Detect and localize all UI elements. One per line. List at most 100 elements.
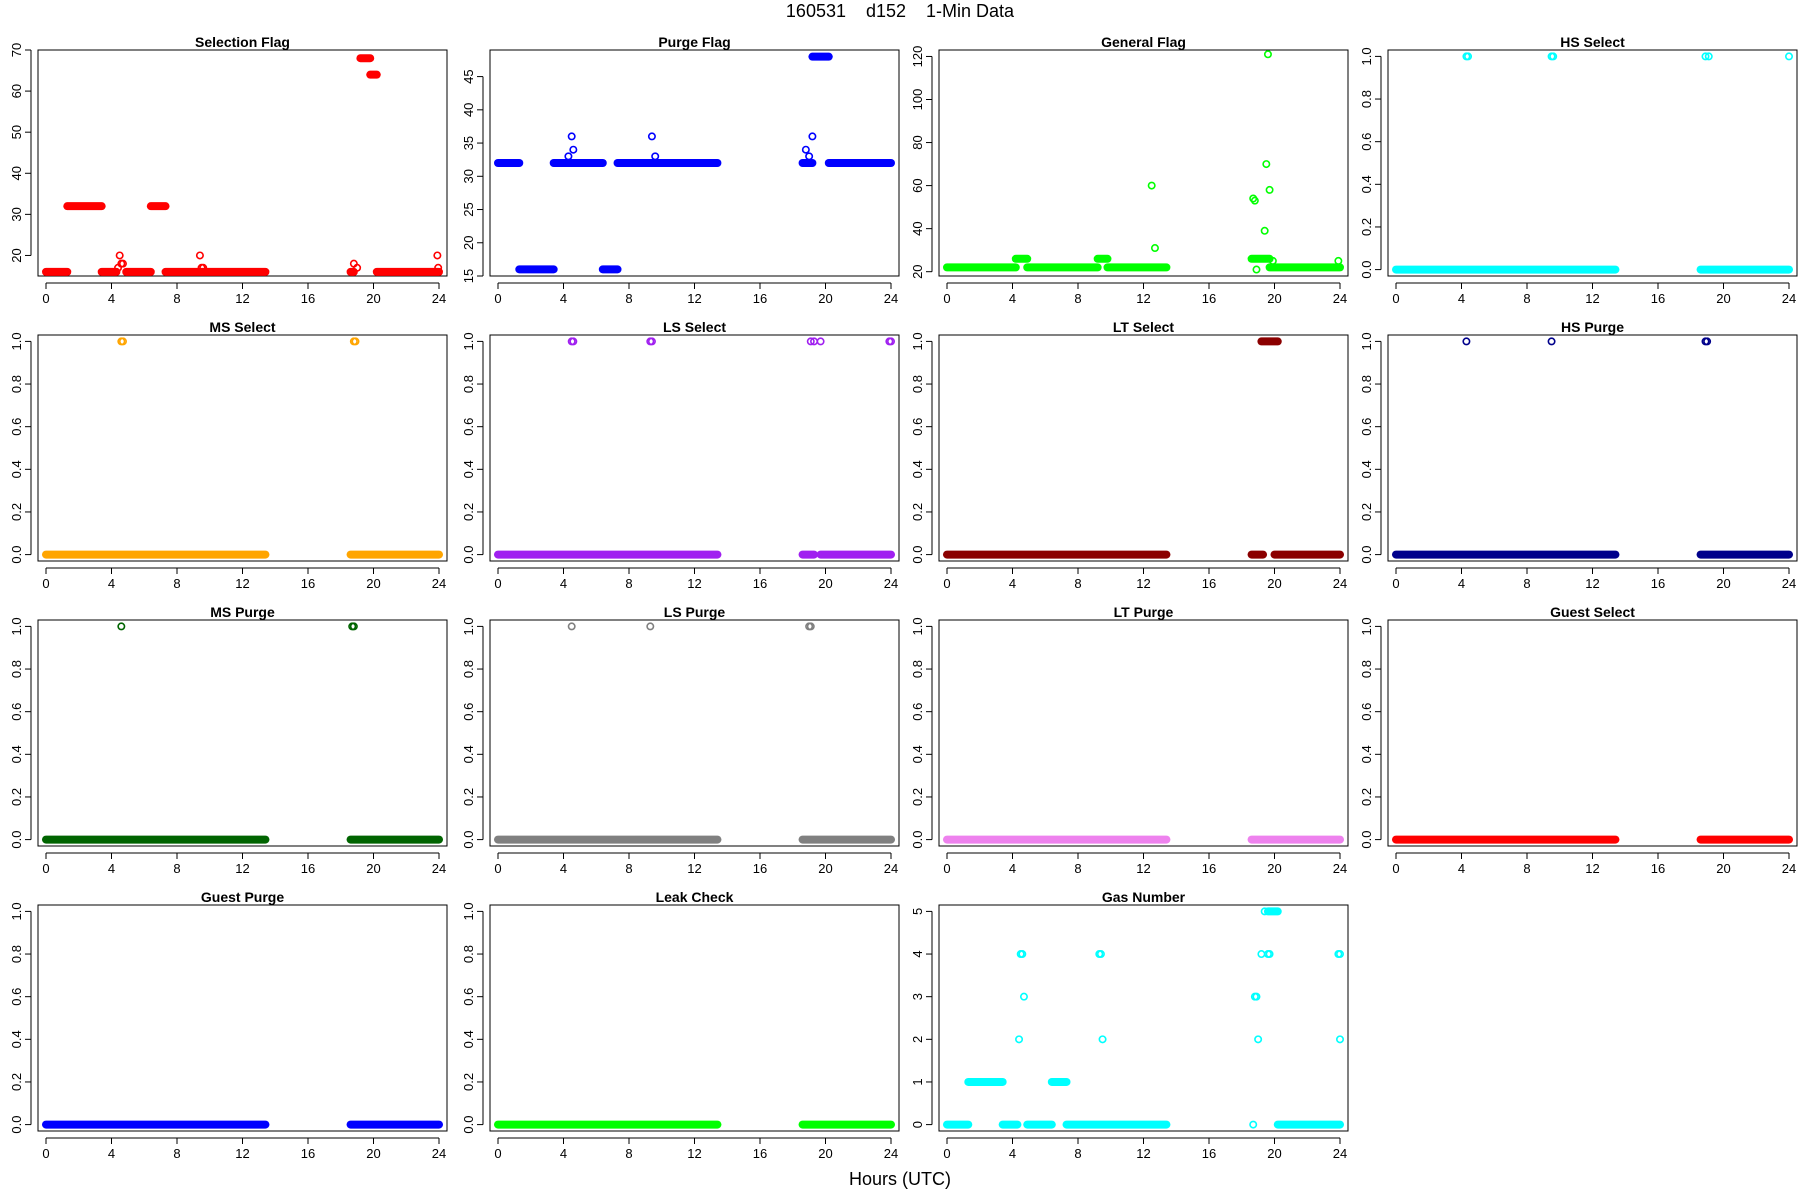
- panel-ms-select: MS Select 0 4 8 12 16 20 24 0.0 0.2 0.4 0.6 0.8 1.0: [9, 319, 448, 591]
- panel-title: Purge Flag: [658, 34, 730, 50]
- x-tick-label: 20: [1267, 861, 1281, 876]
- x-tick-label: 24: [1333, 576, 1347, 591]
- y-tick-label: 60: [9, 84, 24, 98]
- y-tick-label: 20: [910, 264, 925, 278]
- y-axis: 0.0 0.2 0.4 0.6 0.8 1.0: [9, 332, 32, 564]
- x-tick-label: 8: [625, 1146, 632, 1161]
- y-tick-label: 1.0: [461, 617, 476, 635]
- y-tick-label: 0.4: [9, 1030, 24, 1048]
- y-tick-label: 0.0: [461, 1116, 476, 1134]
- y-axis: 0.0 0.2 0.4 0.6 0.8 1.0: [9, 902, 32, 1134]
- y-tick-label: 0.2: [461, 1073, 476, 1091]
- x-tick-label: 4: [1009, 576, 1016, 591]
- panel-guest-select: Guest Select 0 4 8 12 16 20 24 0.0 0.2 0.4 0.6 0.8 1.…: [1359, 604, 1798, 876]
- x-tick-label: 16: [301, 861, 315, 876]
- data-point: [1785, 52, 1794, 61]
- x-tick-label: 4: [1458, 291, 1465, 306]
- panel-title: Guest Purge: [201, 889, 284, 905]
- x-tick-label: 12: [235, 861, 249, 876]
- x-tick-label: 24: [432, 576, 446, 591]
- data-point: [651, 152, 660, 161]
- y-tick-label: 30: [461, 169, 476, 183]
- x-tick-label: 20: [818, 291, 832, 306]
- y-tick-label: 0.0: [9, 546, 24, 564]
- x-tick-label: 16: [1651, 291, 1665, 306]
- data-point: [118, 259, 127, 268]
- x-tick-label: 24: [884, 291, 898, 306]
- data-point: [886, 337, 895, 346]
- x-axis: 0 4 8 12 16 20 24: [494, 567, 898, 591]
- x-tick-label: 12: [687, 576, 701, 591]
- x-tick-label: 8: [625, 861, 632, 876]
- x-tick-label: 8: [173, 576, 180, 591]
- plot-frame: [938, 49, 1349, 277]
- y-tick-label: 25: [461, 202, 476, 216]
- panel-ls-purge: LS Purge 0 4 8 12 16 20 24 0.0 0.2 0.4 0.6 0.8 1.0: [461, 604, 900, 876]
- y-axis: 0 1 2 3 4 5: [910, 908, 933, 1128]
- y-axis: 0.0 0.2 0.4 0.6 0.8 1.0: [1359, 47, 1382, 279]
- x-tick-label: 24: [432, 291, 446, 306]
- panel-leak-check: Leak Check 0 4 8 12 16 20 24 0.0 0.2 0.4 0.6 0.8 1.0: [461, 889, 900, 1161]
- panel-hs-select: HS Select 0 4 8 12 16 20 24 0.0 0.2 0.4 0.6 0.8 1.0: [1359, 34, 1798, 306]
- x-tick-label: 12: [235, 291, 249, 306]
- y-tick-label: 0.4: [461, 460, 476, 478]
- plot-frame: [37, 334, 448, 562]
- x-tick-label: 20: [1716, 861, 1730, 876]
- y-tick-label: 0.8: [9, 660, 24, 678]
- y-tick-label: 20: [461, 236, 476, 250]
- y-tick-label: 1.0: [461, 902, 476, 920]
- x-axis: 0 4 8 12 16 20 24: [1392, 282, 1796, 306]
- panel-title: MS Select: [209, 319, 275, 335]
- y-tick-label: 0.0: [1359, 546, 1374, 564]
- x-tick-label: 8: [625, 576, 632, 591]
- data-point: [1257, 950, 1266, 959]
- y-tick-label: 0.8: [461, 945, 476, 963]
- data-point: [1015, 1035, 1024, 1044]
- y-tick-label: 100: [910, 89, 925, 111]
- x-tick-label: 0: [42, 861, 49, 876]
- x-tick-label: 4: [1009, 291, 1016, 306]
- data-point: [1462, 337, 1471, 346]
- y-tick-label: 0.8: [1359, 375, 1374, 393]
- y-axis: 0.0 0.2 0.4 0.6 0.8 1.0: [461, 902, 484, 1134]
- y-tick-label: 1.0: [9, 617, 24, 635]
- x-tick-label: 16: [301, 1146, 315, 1161]
- data-point: [1334, 256, 1343, 265]
- x-axis: 0 4 8 12 16 20 24: [42, 852, 446, 876]
- y-tick-label: 0: [910, 1121, 925, 1128]
- x-tick-label: 0: [1392, 576, 1399, 591]
- y-tick-label: 60: [910, 178, 925, 192]
- x-tick-label: 12: [687, 1146, 701, 1161]
- x-tick-label: 16: [301, 576, 315, 591]
- y-tick-label: 0.8: [1359, 90, 1374, 108]
- x-tick-label: 24: [432, 1146, 446, 1161]
- plot-frame: [938, 619, 1349, 847]
- x-tick-label: 16: [1202, 291, 1216, 306]
- data-point: [1249, 1120, 1258, 1129]
- y-tick-label: 50: [9, 125, 24, 139]
- y-tick-label: 0.2: [9, 1073, 24, 1091]
- data-point: [1098, 1035, 1107, 1044]
- y-tick-label: 0.4: [461, 1030, 476, 1048]
- data-point: [199, 263, 208, 272]
- y-tick-label: 0.6: [461, 988, 476, 1006]
- data-point: [1096, 950, 1105, 959]
- x-tick-label: 8: [1074, 1146, 1081, 1161]
- x-tick-label: 8: [173, 291, 180, 306]
- y-tick-label: 3: [910, 993, 925, 1000]
- y-tick-label: 0.6: [910, 418, 925, 436]
- x-tick-label: 24: [1333, 1146, 1347, 1161]
- x-tick-label: 24: [1782, 291, 1796, 306]
- data-point: [353, 263, 362, 272]
- x-tick-label: 8: [173, 1146, 180, 1161]
- x-tick-label: 12: [1136, 1146, 1150, 1161]
- data-point: [1549, 52, 1558, 61]
- plot-frame: [489, 904, 900, 1132]
- x-tick-label: 8: [173, 861, 180, 876]
- data-point: [1701, 52, 1710, 61]
- data-point: [1150, 244, 1159, 253]
- data-point: [1703, 337, 1712, 346]
- y-tick-label: 0.6: [461, 703, 476, 721]
- data-point: [564, 152, 573, 161]
